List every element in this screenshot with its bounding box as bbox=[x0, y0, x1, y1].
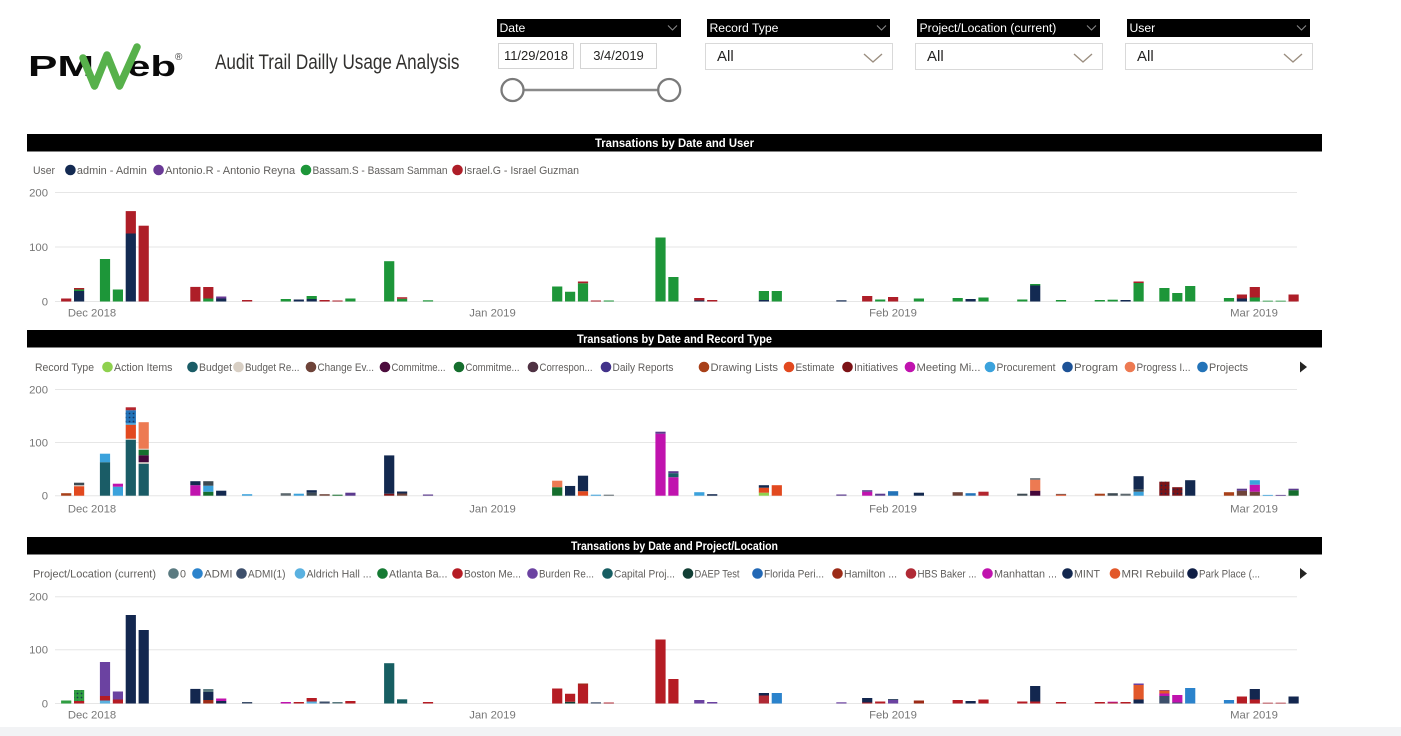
svg-text:Boston Me...: Boston Me... bbox=[464, 569, 521, 581]
svg-text:0: 0 bbox=[42, 699, 48, 711]
svg-text:User: User bbox=[33, 165, 55, 177]
svg-text:Drawing Lists: Drawing Lists bbox=[711, 362, 779, 374]
svg-text:Mar 2019: Mar 2019 bbox=[1230, 504, 1278, 516]
svg-text:Capital Proj...: Capital Proj... bbox=[614, 569, 675, 581]
svg-text:Commitme...: Commitme... bbox=[466, 362, 520, 374]
svg-text:DAEP Test: DAEP Test bbox=[695, 569, 740, 581]
svg-text:100: 100 bbox=[29, 645, 48, 657]
svg-text:Program: Program bbox=[1074, 362, 1118, 374]
svg-text:Feb 2019: Feb 2019 bbox=[869, 710, 917, 722]
svg-text:Transations by Date and User: Transations by Date and User bbox=[595, 136, 754, 150]
svg-text:MINT: MINT bbox=[1074, 569, 1100, 581]
svg-text:Jan 2019: Jan 2019 bbox=[469, 308, 515, 320]
svg-text:Florida Peri...: Florida Peri... bbox=[764, 569, 824, 581]
svg-text:Dec 2018: Dec 2018 bbox=[68, 710, 116, 722]
svg-text:Record Type: Record Type bbox=[35, 362, 94, 374]
svg-text:Initiatives: Initiatives bbox=[854, 362, 899, 374]
svg-text:Budget Re...: Budget Re... bbox=[245, 362, 300, 374]
svg-text:Correspon...: Correspon... bbox=[540, 362, 593, 374]
svg-text:Aldrich Hall ...: Aldrich Hall ... bbox=[307, 569, 372, 581]
svg-text:MRI Rebuild: MRI Rebuild bbox=[1122, 569, 1185, 581]
svg-text:Jan 2019: Jan 2019 bbox=[469, 710, 515, 722]
svg-text:admin - Admin: admin - Admin bbox=[77, 165, 147, 177]
svg-text:Procurement: Procurement bbox=[997, 362, 1056, 374]
svg-text:100: 100 bbox=[29, 438, 48, 450]
svg-text:ADMI: ADMI bbox=[204, 569, 233, 581]
svg-text:Projects: Projects bbox=[1209, 362, 1249, 374]
svg-text:Hamilton ...: Hamilton ... bbox=[844, 569, 897, 581]
svg-text:Feb 2019: Feb 2019 bbox=[869, 504, 917, 516]
svg-text:Transations by Date and Record: Transations by Date and Record Type bbox=[577, 332, 772, 346]
svg-text:Burden Re...: Burden Re... bbox=[539, 569, 594, 581]
svg-text:Commitme...: Commitme... bbox=[392, 362, 446, 374]
svg-text:Action Items: Action Items bbox=[114, 362, 173, 374]
svg-text:HBS Baker ...: HBS Baker ... bbox=[918, 569, 977, 581]
svg-text:Progress I...: Progress I... bbox=[1137, 362, 1191, 374]
svg-text:Manhattan ...: Manhattan ... bbox=[994, 569, 1057, 581]
svg-text:®: ® bbox=[175, 52, 183, 63]
svg-text:200: 200 bbox=[29, 188, 48, 200]
svg-text:Transations by Date and Projec: Transations by Date and Project/Location bbox=[571, 539, 778, 553]
svg-text:Park Place (...: Park Place (... bbox=[1199, 569, 1260, 581]
svg-text:Dec 2018: Dec 2018 bbox=[68, 308, 116, 320]
svg-text:200: 200 bbox=[29, 385, 48, 397]
svg-text:Jan 2019: Jan 2019 bbox=[469, 504, 515, 516]
svg-text:Budget: Budget bbox=[199, 362, 232, 374]
svg-text:0: 0 bbox=[180, 569, 186, 581]
svg-text:Atlanta Ba...: Atlanta Ba... bbox=[389, 569, 448, 581]
svg-text:Mar 2019: Mar 2019 bbox=[1230, 710, 1278, 722]
svg-text:Antonio.R - Antonio Reyna: Antonio.R - Antonio Reyna bbox=[165, 165, 296, 177]
svg-text:Israel.G - Israel Guzman: Israel.G - Israel Guzman bbox=[464, 165, 579, 177]
svg-text:Dec 2018: Dec 2018 bbox=[68, 504, 116, 516]
svg-text:Feb 2019: Feb 2019 bbox=[869, 308, 917, 320]
svg-text:Daily Reports: Daily Reports bbox=[613, 362, 675, 374]
svg-text:100: 100 bbox=[29, 242, 48, 254]
svg-text:Meeting Mi...: Meeting Mi... bbox=[917, 362, 981, 374]
svg-text:Bassam.S - Bassam Samman: Bassam.S - Bassam Samman bbox=[313, 165, 448, 177]
svg-text:200: 200 bbox=[29, 592, 48, 604]
svg-text:Estimate: Estimate bbox=[796, 362, 835, 374]
svg-text:Change Ev...: Change Ev... bbox=[318, 362, 375, 374]
svg-text:0: 0 bbox=[42, 297, 48, 309]
svg-text:0: 0 bbox=[42, 491, 48, 503]
svg-text:Mar 2019: Mar 2019 bbox=[1230, 308, 1278, 320]
svg-text:Project/Location (current): Project/Location (current) bbox=[33, 569, 156, 581]
svg-text:ADMI(1): ADMI(1) bbox=[248, 569, 286, 581]
